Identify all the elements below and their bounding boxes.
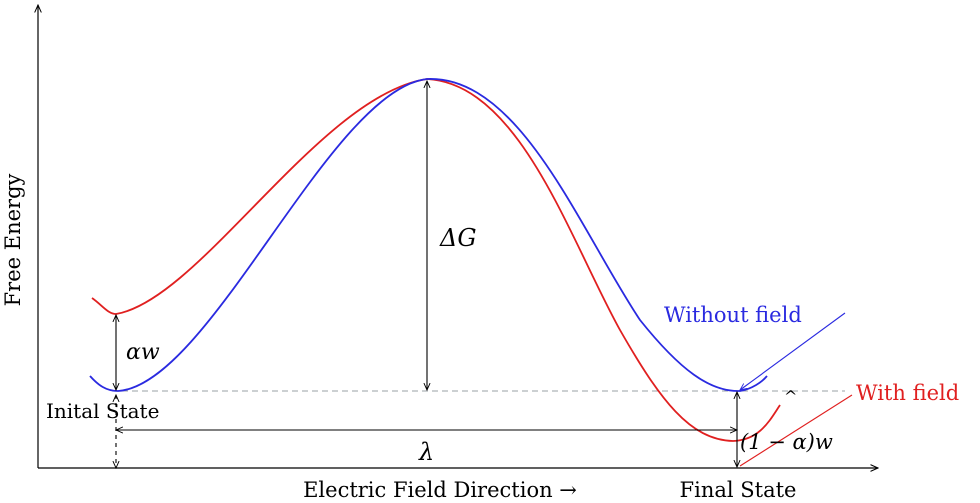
alpha-w-label: αw [126, 340, 160, 365]
without-field-legend: Without field [664, 303, 802, 327]
caret-mark: ^ [784, 387, 797, 406]
curve-with-field [91, 78, 781, 442]
initial-state-label: Inital State [46, 399, 159, 423]
delta-g-label: ΔG [439, 224, 477, 252]
with-field-leader [739, 394, 853, 467]
without-field-leader [740, 312, 846, 390]
final-state-label: Final State [680, 478, 797, 502]
x-axis-label: Electric Field Direction → [303, 478, 577, 502]
lambda-label: λ [418, 438, 434, 466]
one-minus-alpha-w-label: (1 − α)w [740, 430, 833, 454]
with-field-legend: With field [856, 381, 959, 405]
curve-without-field [89, 78, 768, 392]
y-axis-label: Free Energy [1, 173, 25, 306]
